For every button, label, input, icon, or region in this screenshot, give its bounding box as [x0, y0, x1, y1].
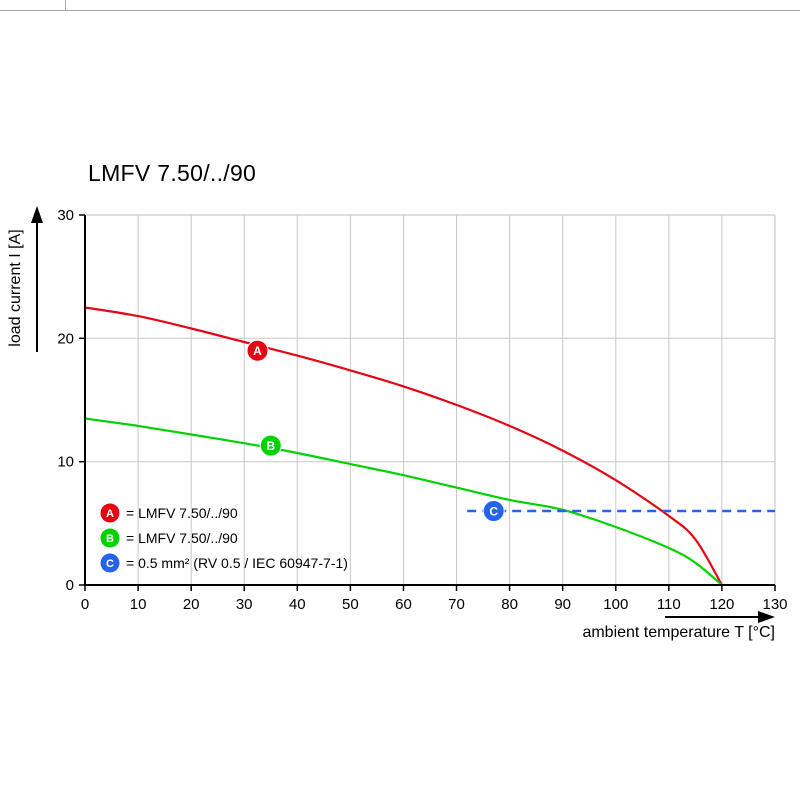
legend-marker-b — [100, 528, 120, 548]
legend-label: = 0.5 mm² (RV 0.5 / IEC 60947-7-1) — [126, 555, 348, 571]
x-tick-label: 80 — [501, 596, 518, 613]
x-tick-label: 120 — [709, 596, 734, 613]
curve-marker-letter: B — [266, 439, 275, 453]
x-tick-label: 100 — [603, 596, 628, 613]
x-tick-label: 30 — [236, 596, 253, 613]
curve-marker-letter: A — [253, 344, 262, 358]
legend-marker-c — [100, 553, 120, 573]
curve-marker-letter: C — [489, 505, 498, 519]
x-axis-label: ambient temperature T [°C] — [582, 624, 775, 641]
x-tick-label: 10 — [130, 596, 147, 613]
curve-b — [84, 417, 723, 586]
legend-label: = LMFV 7.50/../90 — [126, 505, 238, 521]
legend-marker-letter: A — [106, 508, 114, 520]
legend-marker-letter: C — [106, 558, 114, 570]
x-tick-label: 70 — [448, 596, 465, 613]
curve-marker-a: A — [246, 339, 269, 362]
x-tick-label: 20 — [183, 596, 200, 613]
y-tick-label: 0 — [66, 577, 74, 594]
x-tick-label: 0 — [81, 596, 89, 613]
x-tick-label: 130 — [762, 596, 787, 613]
x-tick-label: 90 — [554, 596, 571, 613]
curve-marker-circle — [259, 434, 282, 457]
x-tick-label: 60 — [395, 596, 412, 613]
curve-marker-b: B — [259, 434, 282, 457]
curve-marker-c: C — [482, 500, 505, 522]
legend-item-a: A = LMFV 7.50/../90 — [100, 503, 238, 523]
frame-border-left-notch — [65, 0, 66, 10]
x-tick-label: 110 — [657, 596, 681, 613]
frame-border-top — [0, 10, 800, 11]
curve-a — [84, 306, 723, 586]
y-tick-label: 30 — [57, 207, 74, 224]
legend-item-c: C = 0.5 mm² (RV 0.5 / IEC 60947-7-1) — [100, 553, 348, 573]
legend-marker-letter: B — [106, 533, 114, 545]
y-tick-label: 20 — [57, 330, 74, 347]
curve-marker-circle — [482, 500, 505, 522]
x-tick-label: 50 — [342, 596, 359, 613]
y-tick-label: 10 — [57, 454, 74, 471]
legend-marker-a — [100, 503, 120, 523]
legend-label: = LMFV 7.50/../90 — [126, 530, 238, 546]
curve-marker-circle — [246, 339, 269, 362]
x-axis-arrow-head — [758, 611, 775, 623]
x-tick-label: 40 — [289, 596, 306, 613]
legend-item-b: B = LMFV 7.50/../90 — [100, 528, 238, 548]
y-axis-arrow-head — [31, 206, 43, 223]
chart-title: LMFV 7.50/../90 — [88, 160, 257, 186]
